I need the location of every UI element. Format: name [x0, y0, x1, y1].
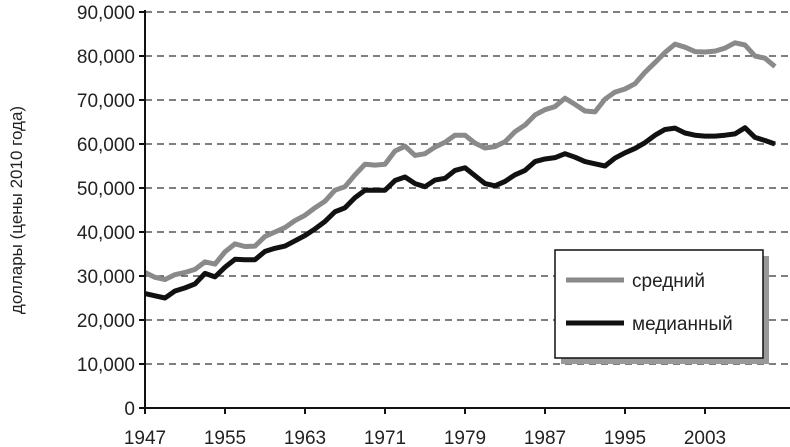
legend-label-mean: средний	[632, 271, 705, 292]
y-tick-label: 30,000	[77, 267, 135, 288]
y-tick-label: 40,000	[77, 223, 135, 244]
y-axis-label: доллары (цены 2010 года)	[7, 106, 26, 314]
y-tick-label: 20,000	[77, 311, 135, 332]
y-tick-label: 60,000	[77, 135, 135, 156]
x-tick-label: 1987	[524, 428, 566, 447]
y-tick-label: 70,000	[77, 91, 135, 112]
y-tick-label: 10,000	[77, 355, 135, 376]
x-tick-label: 1963	[284, 428, 326, 447]
legend: средний медианный	[554, 249, 769, 364]
y-tick-label: 80,000	[77, 47, 135, 68]
x-tick-label: 1979	[444, 428, 486, 447]
y-tick-label: 0	[124, 399, 135, 420]
series-line-mean	[143, 40, 777, 283]
y-tick-label: 90,000	[77, 3, 135, 24]
x-tick-label: 1971	[364, 428, 406, 447]
x-tick-label: 2003	[684, 428, 726, 447]
x-tick-label: 1995	[604, 428, 646, 447]
series-line-median	[144, 125, 776, 301]
x-tick-label: 1947	[124, 428, 166, 447]
y-tick-label: 50,000	[77, 179, 135, 200]
x-tick-label: 1955	[204, 428, 246, 447]
legend-label-median: медианный	[632, 314, 733, 335]
